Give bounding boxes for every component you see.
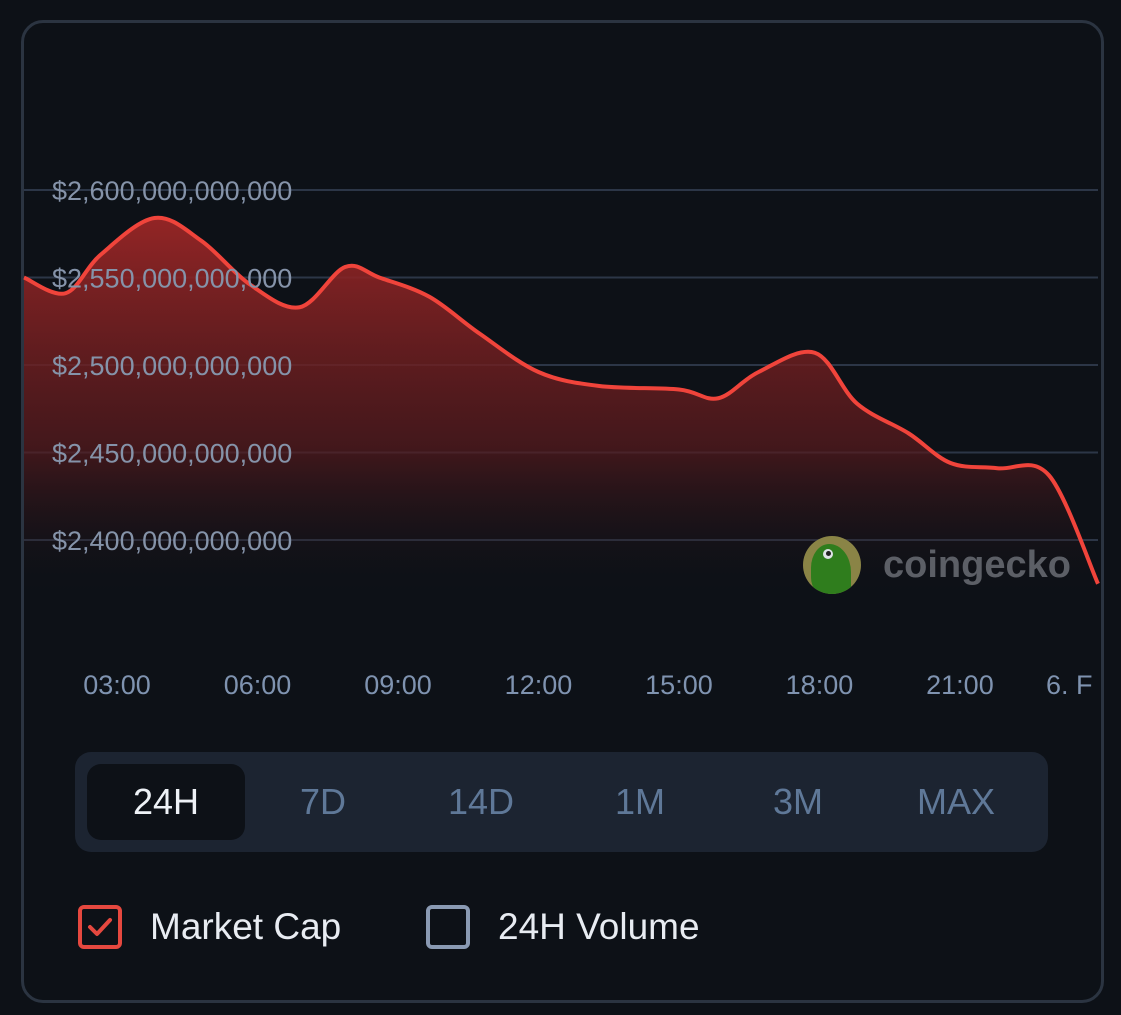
x-tick-label: 6. F	[1046, 670, 1093, 700]
x-tick-label: 18:00	[786, 670, 854, 700]
tab-7d[interactable]: 7D	[299, 781, 347, 822]
checkmark-icon	[88, 918, 112, 936]
market-cap-label: Market Cap	[150, 906, 342, 947]
y-tick-label: $2,550,000,000,000	[52, 264, 292, 294]
x-tick-label: 06:00	[224, 670, 292, 700]
volume-checkbox[interactable]	[426, 905, 470, 949]
legend-24h-volume[interactable]: 24H Volume	[426, 905, 700, 949]
x-tick-label: 15:00	[645, 670, 713, 700]
volume-label: 24H Volume	[498, 906, 700, 947]
watermark-text: coingecko	[883, 543, 1071, 586]
market-cap-checkbox[interactable]	[78, 905, 122, 949]
legend-market-cap[interactable]: Market Cap	[78, 905, 341, 949]
y-tick-label: $2,500,000,000,000	[52, 351, 292, 381]
x-tick-label: 12:00	[505, 670, 573, 700]
x-tick-label: 21:00	[926, 670, 994, 700]
y-tick-label: $2,450,000,000,000	[52, 439, 292, 469]
tab-max[interactable]: MAX	[916, 781, 995, 822]
tab-1m[interactable]: 1M	[614, 781, 665, 822]
tab-24h[interactable]: 24H	[87, 764, 245, 840]
y-tick-label: $2,600,000,000,000	[52, 176, 292, 206]
x-tick-label: 09:00	[364, 670, 432, 700]
tab-3m[interactable]: 3M	[772, 781, 823, 822]
market-cap-chart[interactable]: $2,600,000,000,000 $2,550,000,000,000 $2,5…	[0, 0, 1121, 740]
coingecko-logo-icon	[803, 536, 861, 594]
market-cap-line	[23, 215, 1100, 585]
x-tick-label: 03:00	[83, 670, 151, 700]
time-range-tabs: 24H 7D 14D 1M 3M MAX	[75, 752, 1048, 852]
y-tick-label: $2,400,000,000,000	[52, 526, 292, 556]
tab-14d[interactable]: 14D	[447, 781, 515, 822]
market-cap-area	[24, 217, 1098, 601]
coingecko-watermark: coingecko	[803, 536, 1071, 594]
